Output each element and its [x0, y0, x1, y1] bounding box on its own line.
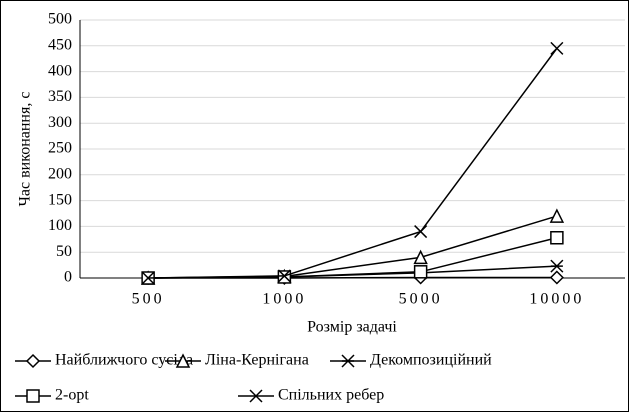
x-tick-label: 5000 — [399, 291, 443, 308]
marker — [414, 225, 428, 239]
marker — [550, 259, 564, 273]
marker — [550, 231, 564, 245]
marker — [249, 389, 263, 403]
y-tick-label: 500 — [48, 11, 72, 28]
x-tick-label: 10000 — [529, 291, 584, 308]
marker — [141, 271, 155, 285]
y-tick-label: 400 — [48, 62, 72, 79]
marker — [550, 41, 564, 55]
legend-label: 2-opt — [55, 387, 89, 404]
marker — [413, 265, 428, 279]
y-tick-label: 300 — [48, 114, 72, 131]
marker — [549, 270, 564, 285]
y-tick-label: 350 — [48, 88, 72, 105]
legend-label: Ліна-Кернігана — [205, 352, 309, 369]
marker — [549, 208, 565, 223]
legend-label: Декомпозиційний — [370, 352, 492, 369]
legend-label: Спільних ребер — [278, 387, 384, 404]
marker — [26, 389, 40, 403]
y-tick-label: 150 — [48, 191, 72, 208]
marker — [413, 249, 428, 265]
marker — [175, 353, 191, 368]
x-tick-label: 500 — [132, 291, 165, 308]
y-tick-label: 450 — [48, 36, 72, 53]
y-tick-label: 250 — [48, 140, 72, 157]
marker — [341, 354, 355, 368]
x-tick-label: 1000 — [262, 291, 306, 308]
series-line — [148, 47, 558, 279]
y-axis-label: Час виконання, с — [17, 92, 34, 207]
marker — [277, 269, 291, 283]
marker — [25, 353, 41, 369]
x-axis-label: Розмір задачі — [307, 319, 397, 336]
legend-label: Найближчого сусіда — [55, 352, 193, 369]
y-tick-label: 200 — [48, 165, 72, 182]
y-tick-label: 100 — [48, 217, 72, 234]
y-tick-label: 0 — [64, 269, 72, 286]
y-tick-label: 50 — [56, 243, 72, 260]
